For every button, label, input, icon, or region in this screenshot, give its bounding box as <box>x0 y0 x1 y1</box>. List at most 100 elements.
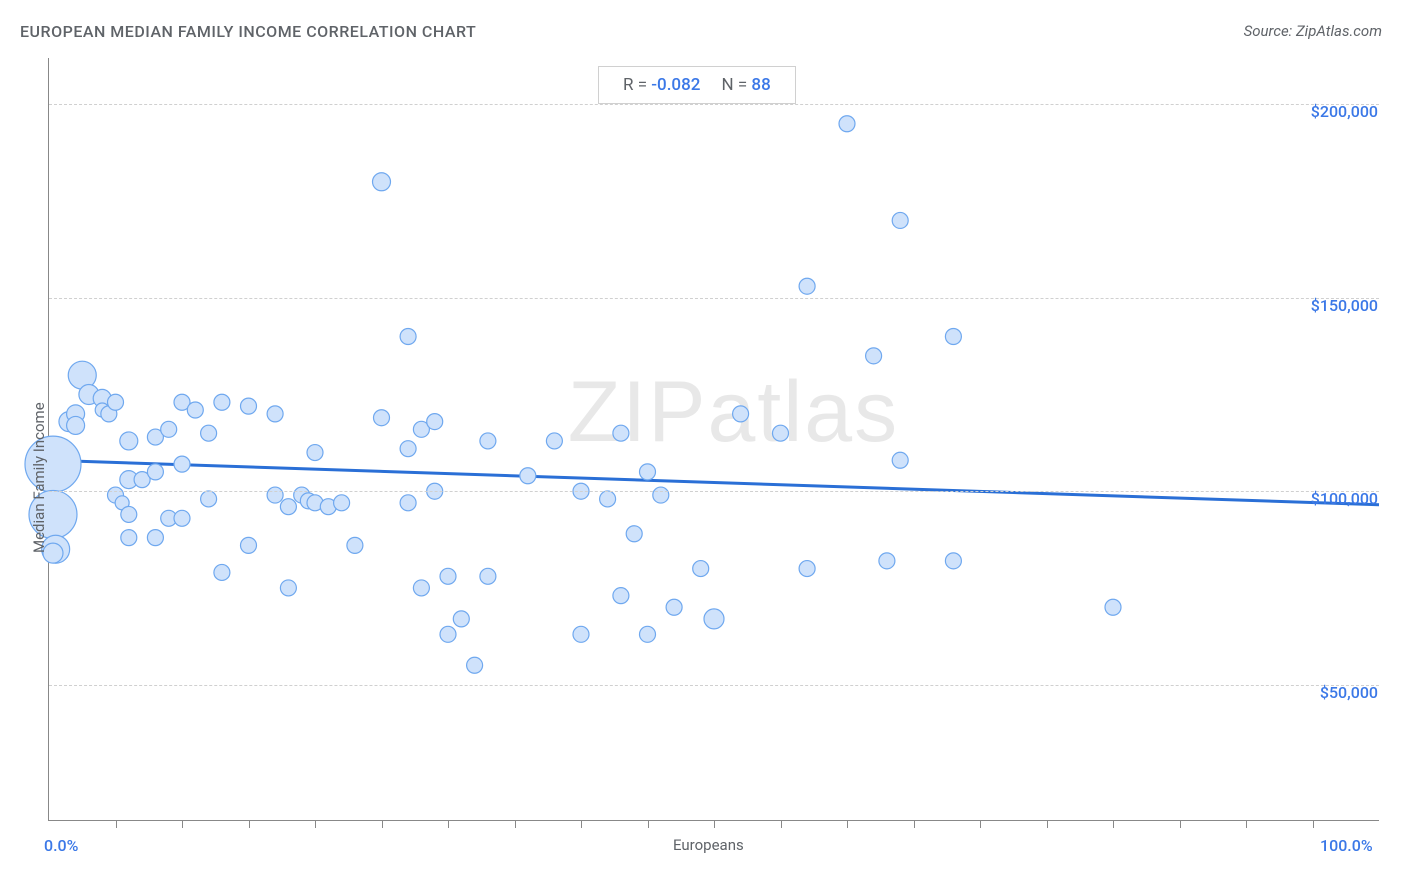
x-tick-mark <box>249 820 250 828</box>
y-tick-label: $150,000 <box>1288 296 1378 315</box>
x-tick-mark <box>1180 820 1181 828</box>
data-point <box>945 328 961 344</box>
x-tick-mark <box>382 820 383 828</box>
data-point <box>520 468 536 484</box>
data-point <box>704 609 724 629</box>
trend-line <box>49 460 1379 504</box>
x-tick-mark <box>515 820 516 828</box>
data-point <box>945 553 961 569</box>
data-point <box>879 553 895 569</box>
data-point <box>467 657 483 673</box>
r-value: -0.082 <box>651 75 700 95</box>
data-point <box>666 599 682 615</box>
x-tick-mark <box>116 820 117 828</box>
data-point <box>334 495 350 511</box>
data-point <box>453 611 469 627</box>
x-tick-mark <box>1113 820 1114 828</box>
data-point <box>640 464 656 480</box>
data-point <box>241 398 257 414</box>
data-point <box>413 580 429 596</box>
data-point <box>241 537 257 553</box>
scatter-svg <box>49 58 1379 820</box>
data-point <box>480 433 496 449</box>
correlation-stats-box: R = -0.082 N = 88 <box>598 66 796 104</box>
chart-title: EUROPEAN MEDIAN FAMILY INCOME CORRELATIO… <box>20 22 476 41</box>
data-point <box>546 433 562 449</box>
x-tick-mark <box>182 820 183 828</box>
data-point <box>839 116 855 132</box>
data-point <box>267 487 283 503</box>
data-point <box>693 561 709 577</box>
scatter-plot-area: ZIPatlas <box>48 58 1379 821</box>
data-point <box>892 212 908 228</box>
data-point <box>626 526 642 542</box>
x-axis-max-label: 100.0% <box>1320 836 1373 855</box>
x-tick-mark <box>847 820 848 828</box>
x-axis-label: Europeans <box>673 836 744 854</box>
data-point <box>201 425 217 441</box>
data-point <box>799 278 815 294</box>
data-point <box>187 402 203 418</box>
data-point <box>573 626 589 642</box>
data-point <box>214 564 230 580</box>
data-point <box>892 452 908 468</box>
data-point <box>613 425 629 441</box>
x-tick-mark <box>448 820 449 828</box>
data-point <box>147 530 163 546</box>
data-point <box>427 414 443 430</box>
n-value: 88 <box>751 75 770 95</box>
x-tick-mark <box>1313 820 1314 828</box>
data-point <box>733 406 749 422</box>
x-tick-mark <box>315 820 316 828</box>
y-axis-label: Median Family Income <box>30 403 48 554</box>
y-tick-label: $200,000 <box>1288 102 1378 121</box>
data-point <box>120 432 138 450</box>
data-point <box>147 464 163 480</box>
data-point <box>280 580 296 596</box>
data-point <box>280 499 296 515</box>
data-point <box>67 416 85 434</box>
x-tick-mark <box>980 820 981 828</box>
r-label: R = <box>623 75 651 95</box>
data-point <box>866 348 882 364</box>
data-point <box>108 394 124 410</box>
data-point <box>161 421 177 437</box>
data-point <box>440 626 456 642</box>
gridline-h <box>49 104 1379 105</box>
y-tick-label: $50,000 <box>1288 683 1378 702</box>
data-point <box>267 406 283 422</box>
data-point <box>400 495 416 511</box>
data-point <box>347 537 363 553</box>
gridline-h <box>49 491 1379 492</box>
y-tick-label: $100,000 <box>1288 489 1378 508</box>
data-point <box>613 588 629 604</box>
data-point <box>773 425 789 441</box>
data-point <box>174 510 190 526</box>
x-tick-mark <box>714 820 715 828</box>
n-label: N = <box>722 75 752 95</box>
data-point <box>121 506 137 522</box>
data-point <box>480 568 496 584</box>
data-point <box>640 626 656 642</box>
x-tick-mark <box>581 820 582 828</box>
data-point <box>400 328 416 344</box>
data-point <box>174 456 190 472</box>
data-point <box>214 394 230 410</box>
data-point <box>799 561 815 577</box>
data-point <box>600 491 616 507</box>
data-point <box>373 173 391 191</box>
x-tick-mark <box>648 820 649 828</box>
x-tick-mark <box>914 820 915 828</box>
data-point <box>1105 599 1121 615</box>
gridline-h <box>49 298 1379 299</box>
data-point <box>307 445 323 461</box>
data-point <box>121 530 137 546</box>
x-axis-min-label: 0.0% <box>44 836 78 855</box>
gridline-h <box>49 685 1379 686</box>
x-tick-mark <box>1047 820 1048 828</box>
data-point <box>440 568 456 584</box>
data-point <box>653 487 669 503</box>
data-point <box>374 410 390 426</box>
data-point <box>201 491 217 507</box>
x-tick-mark <box>781 820 782 828</box>
